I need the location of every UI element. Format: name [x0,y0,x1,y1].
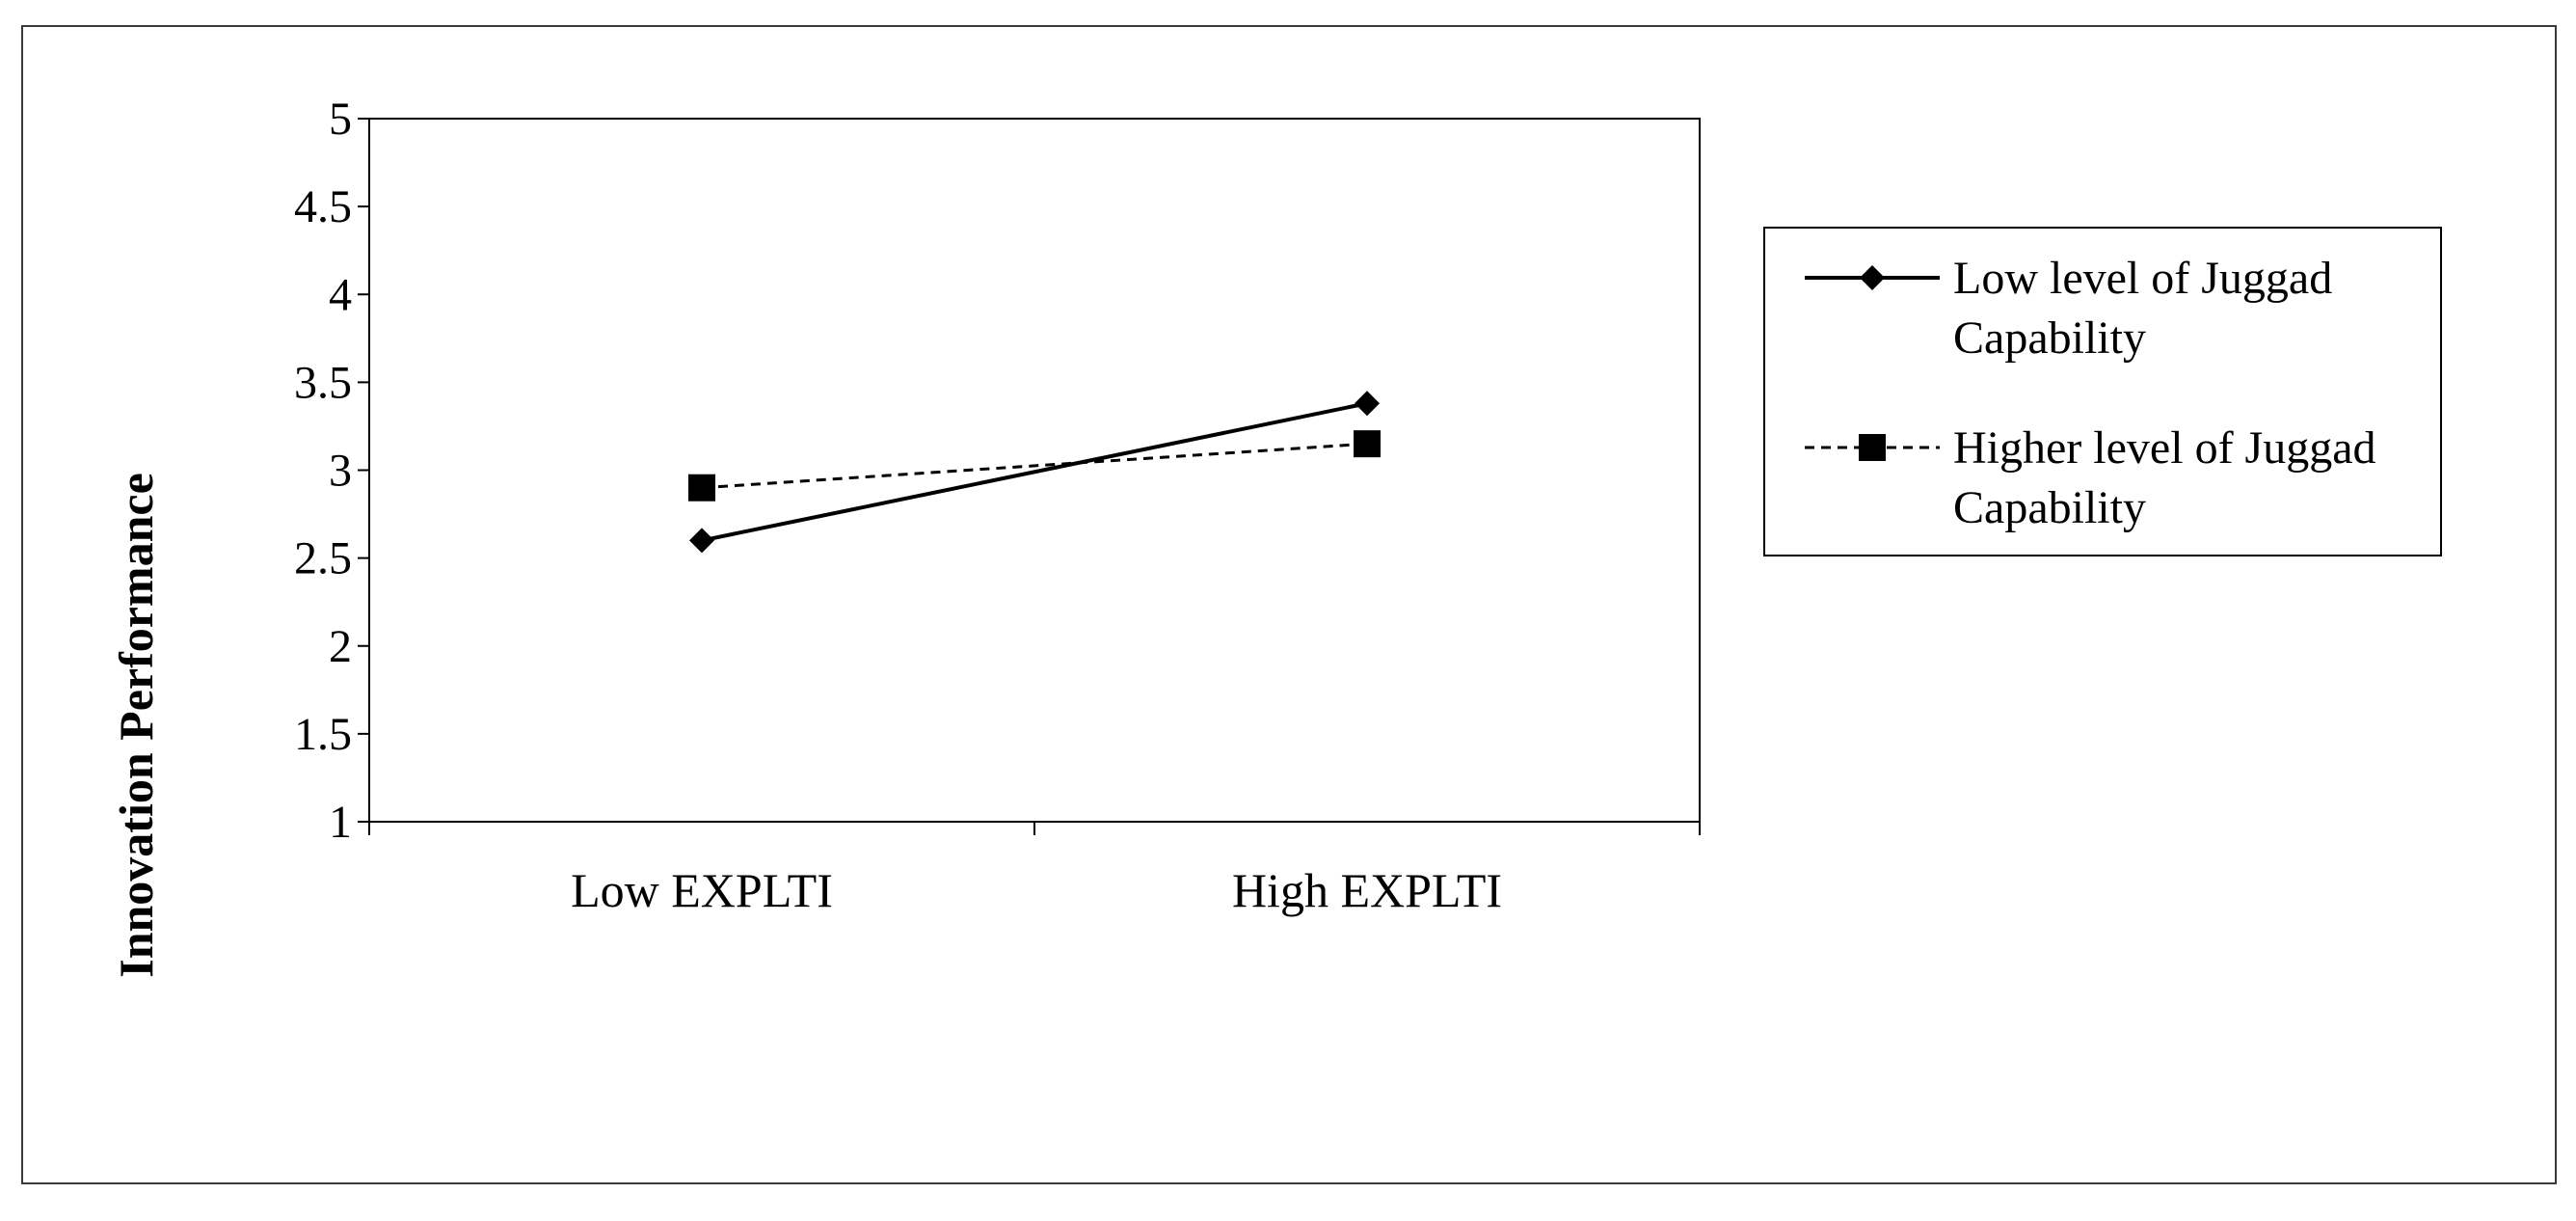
series-line [701,401,1368,543]
x-axis-ticks: Low EXPLTI High EXPLTI [368,822,1701,917]
y-tick-label: 1.5 [294,709,352,760]
legend-label: Capability [1953,482,2146,533]
chart-frame [21,25,2557,1184]
y-axis-title: Innovation Performance [109,473,163,978]
legend-item-2: Higher level of Juggad Capability [1805,422,2376,533]
data-point [689,528,714,554]
data-point [1355,391,1380,417]
y-tick-label: 3.5 [294,357,352,408]
legend-label: Higher level of Juggad [1953,422,2376,474]
y-axis-ticks: 1 1.5 2 2.5 3 3.5 4 4.5 5 [294,94,369,848]
x-category-label: Low EXPLTI [571,863,833,917]
legend-marker [1860,265,1885,290]
y-tick-label: 2 [329,621,352,672]
legend-marker [1859,434,1886,461]
y-tick-label: 4 [329,269,352,320]
y-tick-label: 4.5 [294,181,352,232]
y-tick-label: 1 [329,797,352,848]
y-tick-label: 5 [329,94,352,145]
data-point [1354,430,1381,458]
series-2 [688,430,1381,502]
y-tick-label: 3 [329,446,352,497]
series-line [701,442,1368,490]
y-tick-label: 2.5 [294,533,352,584]
legend-label: Capability [1953,312,2146,364]
series-1 [689,391,1380,554]
legend-label: Low level of Juggad [1953,253,2332,304]
x-category-label: High EXPLTI [1232,863,1502,917]
legend-item-1: Low level of Juggad Capability [1805,253,2332,364]
data-point [688,474,715,502]
series-layer [688,391,1381,554]
